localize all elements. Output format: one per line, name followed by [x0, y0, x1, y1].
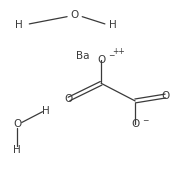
Text: O: O	[131, 119, 139, 130]
Text: H: H	[13, 145, 21, 155]
Text: O: O	[13, 119, 21, 130]
Text: Ba: Ba	[76, 51, 90, 61]
Text: −: −	[108, 51, 115, 60]
Text: O: O	[70, 10, 79, 20]
Text: ++: ++	[112, 47, 125, 56]
Text: O: O	[97, 55, 105, 65]
Text: H: H	[15, 19, 23, 30]
Text: O: O	[161, 91, 170, 101]
Text: H: H	[108, 19, 116, 30]
Text: H: H	[42, 106, 50, 116]
Text: −: −	[142, 116, 149, 125]
Text: O: O	[65, 94, 73, 104]
